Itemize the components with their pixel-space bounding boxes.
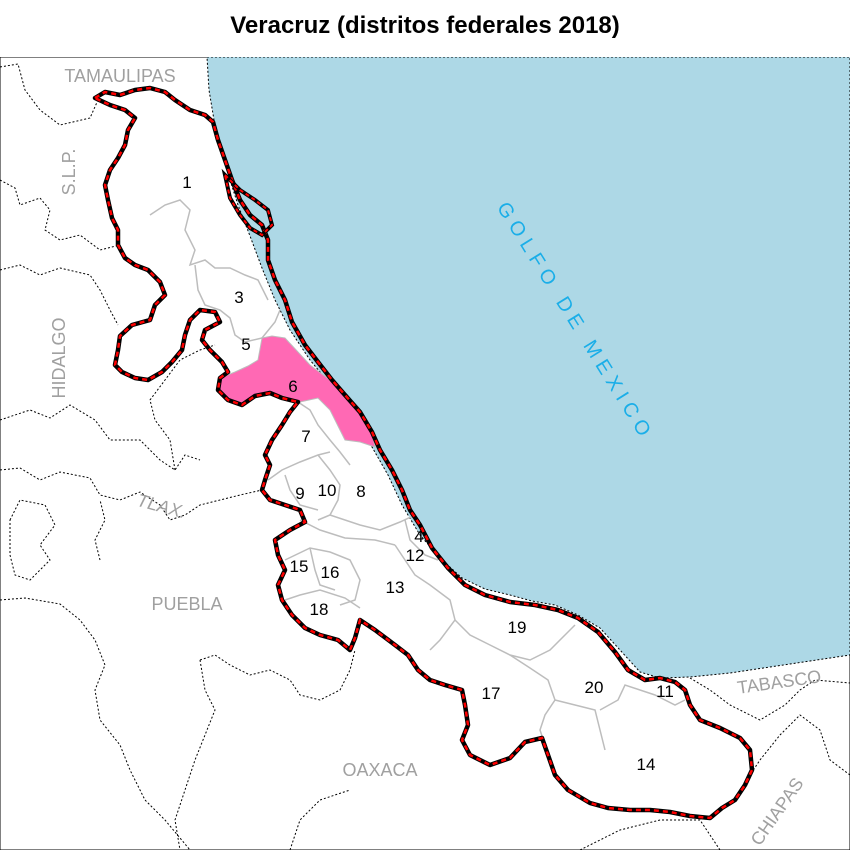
state-label-oaxaca: OAXACA (342, 760, 417, 780)
district-borders (149, 199, 686, 751)
district-label: 12 (406, 546, 425, 565)
state-label-tamaulipas: TAMAULIPAS (64, 66, 175, 86)
district-label: 18 (310, 600, 329, 619)
neighbor-state-borders (0, 63, 850, 850)
district-labels: 1 3 5 6 7 9 10 8 4 12 15 16 13 18 19 17 … (182, 173, 674, 774)
district-label: 4 (414, 527, 423, 546)
map-canvas: TAMAULIPAS S.L.P. HIDALGO TLAX. PUEBLA O… (0, 57, 850, 850)
district-label: 19 (508, 618, 527, 637)
state-label-slp: S.L.P. (59, 149, 79, 196)
veracruz-state-border (92, 85, 755, 821)
district-label: 11 (656, 682, 674, 701)
district-label: 5 (241, 335, 250, 354)
state-label-hidalgo: HIDALGO (49, 317, 69, 398)
district-label: 8 (356, 482, 365, 501)
district-label: 10 (318, 481, 337, 500)
district-label: 9 (295, 484, 304, 503)
district-label: 20 (585, 678, 604, 697)
map-title: Veracruz (distritos federales 2018) (230, 12, 620, 39)
district-label: 3 (234, 288, 243, 307)
district-label: 13 (386, 578, 405, 597)
state-label-puebla: PUEBLA (151, 594, 222, 614)
district-label: 14 (637, 755, 656, 774)
district-label: 1 (182, 173, 191, 192)
district-label: 6 (288, 377, 297, 396)
district-label: 7 (301, 427, 310, 446)
district-label: 16 (321, 563, 340, 582)
district-label: 15 (290, 557, 309, 576)
district-label: 17 (482, 684, 501, 703)
